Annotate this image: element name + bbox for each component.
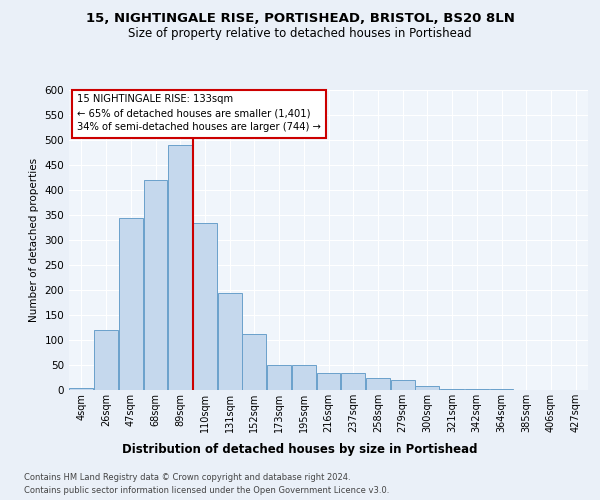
Text: Contains public sector information licensed under the Open Government Licence v3: Contains public sector information licen… bbox=[24, 486, 389, 495]
Bar bbox=[193, 222, 217, 390]
Bar bbox=[415, 386, 439, 390]
Text: Contains HM Land Registry data © Crown copyright and database right 2024.: Contains HM Land Registry data © Crown c… bbox=[24, 472, 350, 482]
Bar bbox=[143, 180, 167, 390]
Bar bbox=[490, 389, 514, 390]
Bar bbox=[70, 388, 94, 390]
Bar bbox=[267, 365, 291, 390]
Bar bbox=[440, 388, 464, 390]
Bar bbox=[168, 145, 192, 390]
Bar bbox=[317, 372, 340, 390]
Text: 15, NIGHTINGALE RISE, PORTISHEAD, BRISTOL, BS20 8LN: 15, NIGHTINGALE RISE, PORTISHEAD, BRISTO… bbox=[86, 12, 514, 26]
Bar bbox=[391, 380, 415, 390]
Text: Distribution of detached houses by size in Portishead: Distribution of detached houses by size … bbox=[122, 442, 478, 456]
Text: 15 NIGHTINGALE RISE: 133sqm
← 65% of detached houses are smaller (1,401)
34% of : 15 NIGHTINGALE RISE: 133sqm ← 65% of det… bbox=[77, 94, 320, 132]
Bar bbox=[119, 218, 143, 390]
Bar bbox=[242, 334, 266, 390]
Bar bbox=[366, 378, 390, 390]
Text: Size of property relative to detached houses in Portishead: Size of property relative to detached ho… bbox=[128, 28, 472, 40]
Bar bbox=[341, 372, 365, 390]
Y-axis label: Number of detached properties: Number of detached properties bbox=[29, 158, 39, 322]
Bar bbox=[94, 330, 118, 390]
Bar bbox=[292, 365, 316, 390]
Bar bbox=[465, 389, 489, 390]
Bar bbox=[218, 292, 242, 390]
